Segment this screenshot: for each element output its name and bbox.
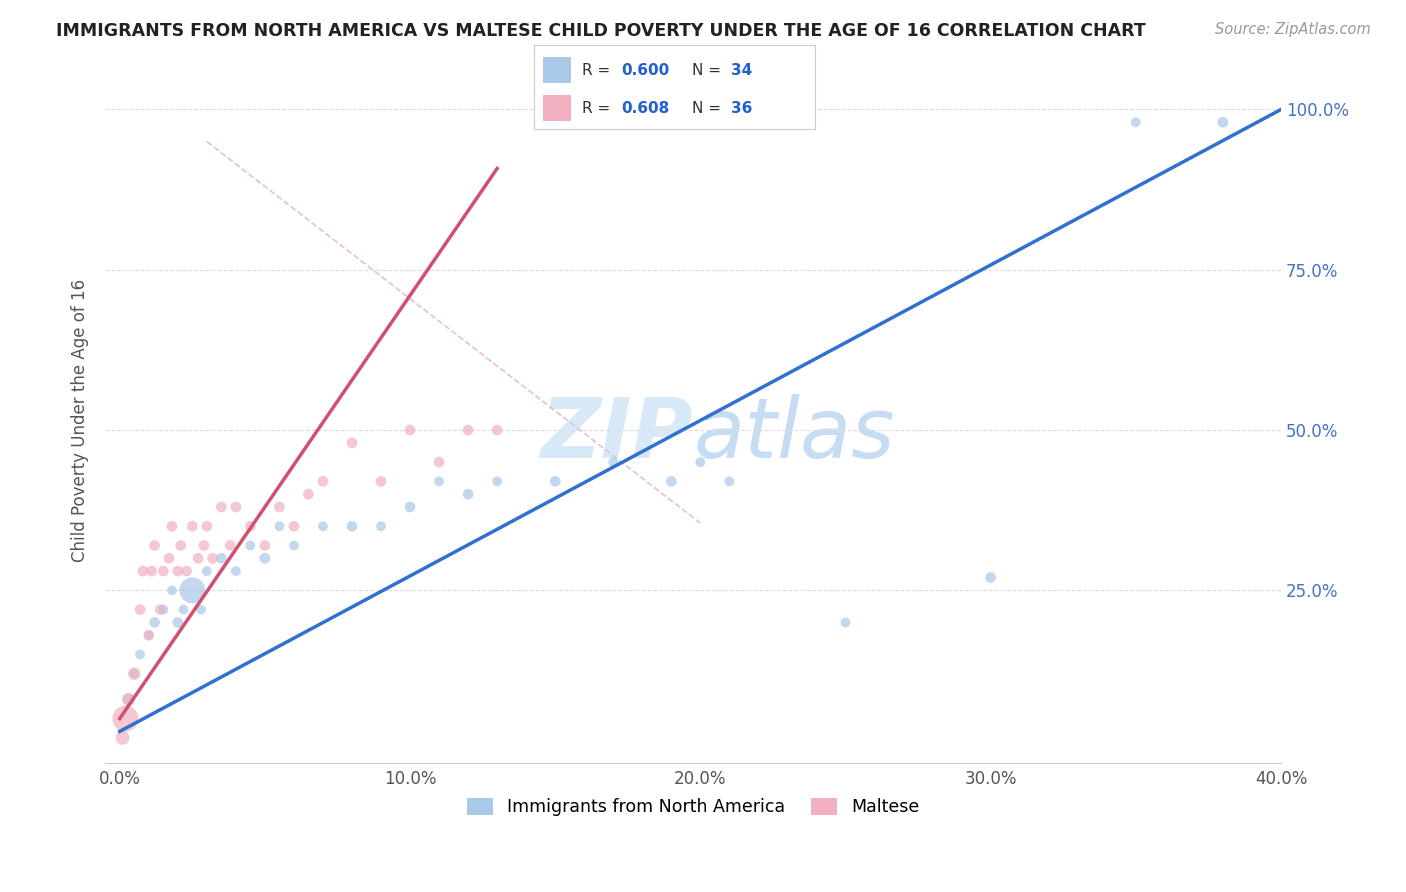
Point — [239, 519, 262, 533]
Point — [427, 455, 450, 469]
Text: N =: N = — [692, 62, 725, 78]
Point — [457, 423, 479, 437]
Text: ZIP: ZIP — [540, 393, 693, 475]
Point — [370, 475, 392, 489]
Text: 0.608: 0.608 — [621, 101, 669, 116]
Point — [111, 731, 134, 745]
Point — [143, 615, 166, 630]
Point — [138, 628, 160, 642]
Point — [340, 519, 363, 533]
Point — [201, 551, 224, 566]
Text: N =: N = — [692, 101, 725, 116]
Point — [269, 519, 291, 533]
Point — [209, 551, 232, 566]
Point — [253, 551, 276, 566]
Point — [166, 564, 188, 578]
Point — [117, 692, 139, 706]
Text: R =: R = — [582, 62, 616, 78]
Text: IMMIGRANTS FROM NORTH AMERICA VS MALTESE CHILD POVERTY UNDER THE AGE OF 16 CORRE: IMMIGRANTS FROM NORTH AMERICA VS MALTESE… — [56, 22, 1146, 40]
Point — [122, 666, 145, 681]
Point — [195, 564, 218, 578]
Point — [132, 564, 155, 578]
Point — [193, 539, 215, 553]
Point — [239, 539, 262, 553]
Point — [129, 602, 152, 616]
Point — [269, 500, 291, 514]
Text: 36: 36 — [731, 101, 752, 116]
Point — [718, 475, 741, 489]
Point — [457, 487, 479, 501]
Text: 0.600: 0.600 — [621, 62, 669, 78]
Bar — [543, 95, 571, 120]
Point — [114, 712, 136, 726]
Point — [602, 455, 624, 469]
Bar — [543, 57, 571, 83]
Point — [659, 475, 682, 489]
Legend: Immigrants from North America, Maltese: Immigrants from North America, Maltese — [460, 790, 927, 823]
Text: R =: R = — [582, 101, 616, 116]
Point — [219, 539, 242, 553]
Point — [283, 539, 305, 553]
Point — [225, 500, 247, 514]
Point — [312, 519, 335, 533]
Y-axis label: Child Poverty Under the Age of 16: Child Poverty Under the Age of 16 — [72, 279, 89, 562]
Point — [152, 564, 174, 578]
Point — [544, 475, 567, 489]
Point — [370, 519, 392, 533]
Point — [689, 455, 711, 469]
Point — [195, 519, 218, 533]
Point — [253, 539, 276, 553]
Point — [122, 666, 145, 681]
Point — [141, 564, 163, 578]
Point — [181, 519, 204, 533]
Text: atlas: atlas — [693, 393, 894, 475]
Point — [340, 436, 363, 450]
Point — [209, 500, 232, 514]
Point — [149, 602, 172, 616]
Point — [980, 570, 1002, 584]
Point — [152, 602, 174, 616]
Point — [1125, 115, 1147, 129]
Point — [160, 519, 183, 533]
Point — [283, 519, 305, 533]
Point — [143, 539, 166, 553]
Point — [181, 583, 204, 598]
Text: 34: 34 — [731, 62, 752, 78]
Point — [157, 551, 180, 566]
Point — [225, 564, 247, 578]
Point — [129, 648, 152, 662]
Point — [399, 423, 422, 437]
Point — [486, 475, 509, 489]
Point — [138, 628, 160, 642]
Point — [176, 564, 198, 578]
Point — [187, 551, 209, 566]
Point — [117, 692, 139, 706]
Point — [399, 500, 422, 514]
Point — [297, 487, 319, 501]
Point — [173, 602, 195, 616]
Point — [834, 615, 856, 630]
Point — [427, 475, 450, 489]
Point — [312, 475, 335, 489]
Text: Source: ZipAtlas.com: Source: ZipAtlas.com — [1215, 22, 1371, 37]
Point — [160, 583, 183, 598]
Point — [166, 615, 188, 630]
Point — [1212, 115, 1234, 129]
Point — [190, 602, 212, 616]
Point — [170, 539, 193, 553]
Point — [486, 423, 509, 437]
